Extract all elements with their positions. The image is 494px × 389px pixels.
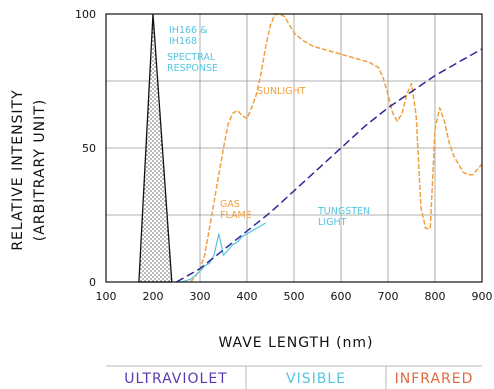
annotation-text: FLAME (220, 210, 252, 221)
band-label-ultraviolet: ULTRAVIOLET (124, 371, 227, 387)
x-tick-label: 700 (378, 290, 399, 303)
annotation-text: RESPONSE (167, 63, 218, 74)
x-axis-label: WAVE LENGTH (nm) (218, 335, 373, 351)
x-tick-label: 300 (190, 290, 211, 303)
x-tick-label: 500 (284, 290, 305, 303)
annotation-text: IH166 & (169, 25, 208, 36)
y-tick-label: 0 (89, 276, 96, 289)
series-group (138, 13, 483, 283)
annotation-text: SPECTRAL (167, 52, 216, 63)
annotation-text: SUNLIGHT (257, 86, 306, 97)
band-label-visible: VISIBLE (286, 371, 346, 387)
spectrum-bands: ULTRAVIOLET VISIBLE INFRARED (106, 365, 482, 389)
y-tick-label: 100 (75, 8, 96, 21)
annotation-text: GAS (220, 199, 240, 210)
series-line-tungsten-light (176, 48, 483, 283)
plot-frame (105, 13, 483, 283)
band-label-infrared: INFRARED (395, 371, 474, 387)
y-axis-label-line-2: (ARBITRARY UNIT) (32, 99, 48, 242)
y-tick-label: 50 (82, 142, 96, 155)
x-tick-label: 800 (425, 290, 446, 303)
plot-border (105, 13, 483, 283)
grid (106, 14, 482, 282)
annotation-text: TUNGSTEN (317, 206, 370, 217)
series-line-sunlight (190, 13, 483, 283)
annotation-text: LIGHT (318, 217, 347, 228)
x-tick-label: 400 (237, 290, 258, 303)
x-tick-label: 900 (472, 290, 493, 303)
y-axis-label-line-1: RELATIVE INTENSITY (10, 89, 26, 250)
series-line-gas-flame (181, 222, 267, 283)
x-tick-label: 600 (331, 290, 352, 303)
x-tick-label: 200 (143, 290, 164, 303)
annotation-text: IH168 (169, 36, 197, 47)
tick-labels: 100 200 300 400 500 600 700 800 900 0 50 100 (75, 8, 493, 303)
x-tick-label: 100 (96, 290, 117, 303)
